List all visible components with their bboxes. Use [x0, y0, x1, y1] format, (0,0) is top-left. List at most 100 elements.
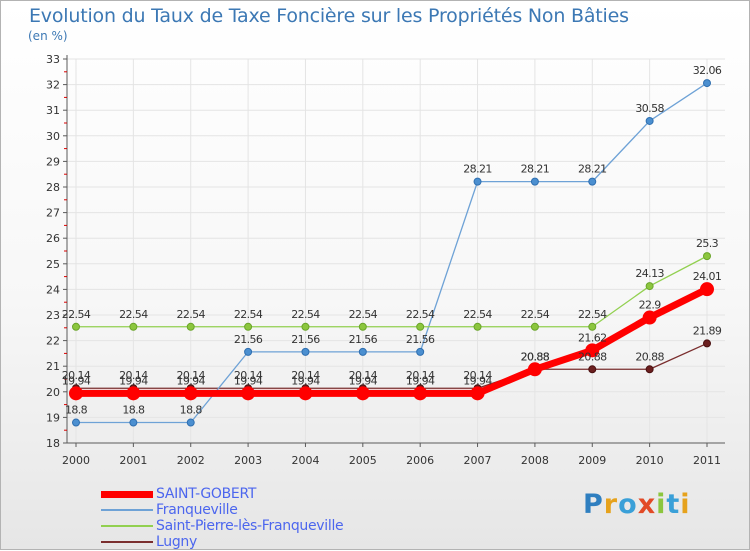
x-tick-label: 2006 [406, 454, 434, 467]
x-tick-label: 2011 [693, 454, 721, 467]
y-tick-label: 33 [46, 53, 60, 66]
series-line-franqueville [75, 82, 708, 424]
point-saint-pierre-l-s-franqueville-2011 [703, 252, 711, 261]
point-saint-pierre-l-s-franqueville-2000 [72, 322, 80, 331]
point-saint-pierre-l-s-franqueville-2005 [358, 322, 367, 331]
point-lugny-2011 [703, 339, 711, 348]
point-lugny-2009 [588, 365, 597, 374]
point-saint-pierre-l-s-franqueville-2001 [129, 322, 138, 331]
data-label-franqueville-2000: 18.8 [65, 404, 88, 417]
point-saint-pierre-l-s-franqueville-2002 [186, 322, 195, 331]
y-tick-label: 25 [46, 258, 60, 271]
legend-item: Lugny [101, 534, 343, 550]
x-tick-label: 2000 [62, 454, 90, 467]
point-franqueville-2008 [530, 177, 539, 186]
point-saint-gobert-2001 [126, 386, 141, 401]
point-franqueville-2009 [588, 177, 597, 186]
data-label-lugny-2003: 20.14 [234, 369, 263, 382]
data-label-lugny-2009: 20.88 [578, 350, 607, 363]
logo-letter: P [583, 489, 604, 520]
y-tick-label: 18 [46, 437, 60, 450]
point-saint-pierre-l-s-franqueville-2004 [301, 322, 310, 331]
data-label-franqueville-2009: 28.21 [578, 163, 607, 176]
point-saint-gobert-2004 [298, 386, 313, 401]
legend-item: SAINT-GOBERT [101, 486, 343, 502]
data-label-lugny-2008: 20.88 [521, 350, 550, 363]
point-saint-gobert-2011 [700, 282, 714, 297]
point-saint-pierre-l-s-franqueville-2008 [530, 322, 539, 331]
data-label-franqueville-2005: 21.56 [349, 333, 378, 346]
point-franqueville-2007 [473, 177, 482, 186]
y-tick-label: 32 [46, 79, 60, 92]
y-tick-label: 27 [46, 207, 60, 220]
legend-item: Franqueville [101, 502, 343, 518]
x-tick-label: 2004 [291, 454, 319, 467]
data-label-lugny-2001: 20.14 [119, 369, 148, 382]
y-tick-label: 23 [46, 309, 60, 322]
data-label-saint-gobert-2006: 19.94 [406, 374, 435, 387]
point-franqueville-2010 [645, 116, 654, 125]
point-saint-gobert-2002 [183, 386, 198, 401]
legend-label: Franqueville [156, 502, 238, 518]
point-franqueville-2002 [186, 418, 195, 427]
data-label-saint-gobert-2002: 19.94 [176, 374, 205, 387]
data-label-saint-gobert-2007: 19.94 [463, 374, 492, 387]
y-tick-label: 20 [46, 386, 60, 399]
data-label-saint-gobert-2009: 21.62 [578, 331, 607, 344]
logo-letter: o [618, 489, 638, 520]
logo-letter: r [603, 489, 619, 520]
point-saint-gobert-2009 [585, 343, 600, 358]
point-saint-gobert-2003 [241, 386, 256, 401]
data-label-saint-gobert-2004: 19.94 [291, 374, 320, 387]
legend-swatch [101, 509, 153, 511]
y-tick-label: 31 [46, 104, 60, 117]
legend-item: Saint-Pierre-lès-Franqueville [101, 518, 344, 534]
chart-title: Evolution du Taux de Taxe Foncière sur l… [29, 5, 629, 27]
legend-label: SAINT-GOBERT [156, 486, 257, 502]
logo-letter: t [666, 489, 681, 520]
data-label-saint-pierre-l-s-franqueville-2011: 25.3 [696, 237, 719, 250]
point-saint-pierre-l-s-franqueville-2003 [244, 322, 253, 331]
logo-letter: x [637, 489, 657, 520]
point-franqueville-2006 [416, 347, 425, 356]
data-label-franqueville-2011: 32.06 [693, 64, 722, 77]
data-label-saint-pierre-l-s-franqueville-2007: 22.54 [463, 308, 492, 321]
legend-label: Lugny [156, 534, 197, 550]
data-label-saint-pierre-l-s-franqueville-2005: 22.54 [349, 308, 378, 321]
data-label-saint-pierre-l-s-franqueville-2003: 22.54 [234, 308, 263, 321]
logo-letter: i [680, 489, 691, 520]
legend-label: Saint-Pierre-lès-Franqueville [156, 518, 344, 534]
point-saint-gobert-2008 [527, 362, 542, 377]
data-label-saint-gobert-2011: 24.01 [693, 270, 722, 283]
x-tick-label: 2001 [119, 454, 147, 467]
data-label-lugny-2006: 20.14 [406, 369, 435, 382]
y-tick-label: 24 [46, 283, 60, 296]
point-saint-pierre-l-s-franqueville-2007 [473, 322, 482, 331]
series-line-lugny [75, 342, 708, 389]
chart-legend: SAINT-GOBERT Franqueville Saint-Pierre-lès… [101, 486, 344, 550]
point-saint-pierre-l-s-franqueville-2010 [645, 282, 654, 291]
data-label-saint-gobert-2008: 20.88 [521, 350, 550, 363]
y-tick-label: 30 [46, 130, 60, 143]
x-tick-label: 2003 [234, 454, 262, 467]
data-label-saint-pierre-l-s-franqueville-2000: 22.54 [62, 308, 91, 321]
point-saint-gobert-2007 [470, 386, 485, 401]
point-saint-pierre-l-s-franqueville-2006 [416, 322, 425, 331]
data-label-lugny-2004: 20.14 [291, 369, 320, 382]
y-tick-label: 26 [46, 232, 60, 245]
data-label-saint-gobert-2010: 22.9 [639, 299, 662, 312]
series-line-saint-gobert [72, 285, 711, 397]
data-label-lugny-2000: 20.14 [62, 369, 91, 382]
data-label-franqueville-2008: 28.21 [521, 163, 550, 176]
point-franqueville-2004 [301, 347, 310, 356]
logo-letter: i [656, 489, 667, 520]
x-tick-label: 2005 [349, 454, 377, 467]
proxiti-logo: Proxiti [583, 489, 691, 520]
data-label-lugny-2007: 20.14 [463, 369, 492, 382]
point-franqueville-2003 [244, 347, 253, 356]
y-tick-label: 28 [46, 181, 60, 194]
data-label-lugny-2005: 20.14 [349, 369, 378, 382]
point-franqueville-2005 [358, 347, 367, 356]
point-franqueville-2011 [703, 79, 711, 88]
